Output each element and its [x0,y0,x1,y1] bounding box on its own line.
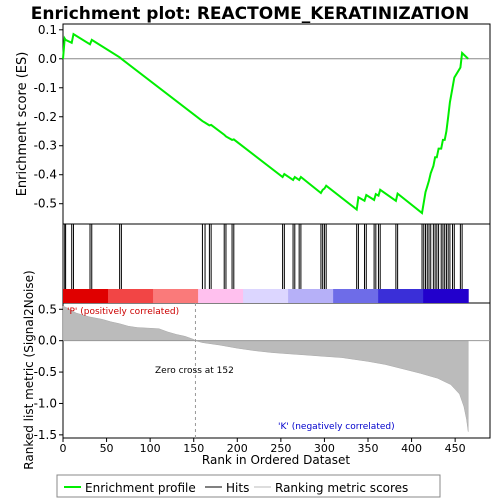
metric-y-tick-label: -1.5 [34,428,57,442]
hits-series [64,224,463,289]
enrichment-profile-line [62,32,469,215]
legend-box [56,474,441,498]
metric-y-tick-label: 0.5 [38,302,57,316]
ranking-metric-area [62,305,469,432]
color-bar-segment [108,289,154,303]
metric-y-tick-label: 0.0 [38,334,57,348]
es-y-tick-label: -0.2 [34,110,57,124]
x-tick-label: 100 [140,442,161,455]
es-y-tick-label: -0.1 [34,81,57,95]
color-bar-segment [198,289,244,303]
chart-title: Enrichment plot: REACTOME_KERATINIZATION [31,4,469,24]
x-tick-label: 350 [358,442,379,455]
x-tick-label: 400 [401,442,422,455]
zero-cross-label: Zero cross at 152 [155,366,234,376]
metric-y-tick-label: -1.0 [34,396,57,410]
x-tick-label: 200 [227,442,248,455]
x-tick-label: 450 [445,442,466,455]
es-y-tick-label: -0.5 [34,197,57,211]
x-tick-label: 300 [314,442,335,455]
es-y-tick-label: 0.0 [38,52,57,66]
ranking-metric-series [62,303,490,438]
color-bar-segment [153,289,199,303]
color-bar-segment [63,289,109,303]
legend-metric-label: Ranking metric scores [275,481,408,495]
metric-y-axis: 0.5 0.0 -0.5 -1.0 -1.5 [34,302,63,442]
metric-y-tick-label: -0.5 [34,365,57,379]
color-bar-segment [378,289,424,303]
color-bar-segment [243,289,289,303]
es-y-tick-label: -0.3 [34,139,57,153]
color-bar-segment [423,289,469,303]
metric-y-axis-label: Ranked list metric (Signal2Noise) [22,270,36,469]
legend-enrichment-label: Enrichment profile [85,481,196,495]
es-y-axis-label: Enrichment score (ES) [15,52,30,197]
x-tick-label: 150 [183,442,204,455]
es-y-axis: 0.1 0.0 -0.1 -0.2 -0.3 -0.4 -0.5 [34,23,63,211]
negative-correlation-label: 'K' (negatively correlated) [278,422,395,432]
es-y-tick-label: 0.1 [38,23,57,37]
enrichment-profile-series [62,32,469,215]
color-bar-segment [288,289,334,303]
x-axis: 0 50 100 150 200 250 300 350 400 450 [60,438,466,455]
legend-hits-label: Hits [226,481,249,495]
color-bar-segment [333,289,379,303]
x-tick-label: 250 [270,442,291,455]
positive-correlation-label: 'P' (positively correlated) [67,307,179,317]
x-axis-label: Rank in Ordered Dataset [202,453,350,467]
rank-color-bar [63,289,469,303]
x-tick-label: 50 [100,442,114,455]
es-y-tick-label: -0.4 [34,168,57,182]
x-tick-label: 0 [60,442,67,455]
